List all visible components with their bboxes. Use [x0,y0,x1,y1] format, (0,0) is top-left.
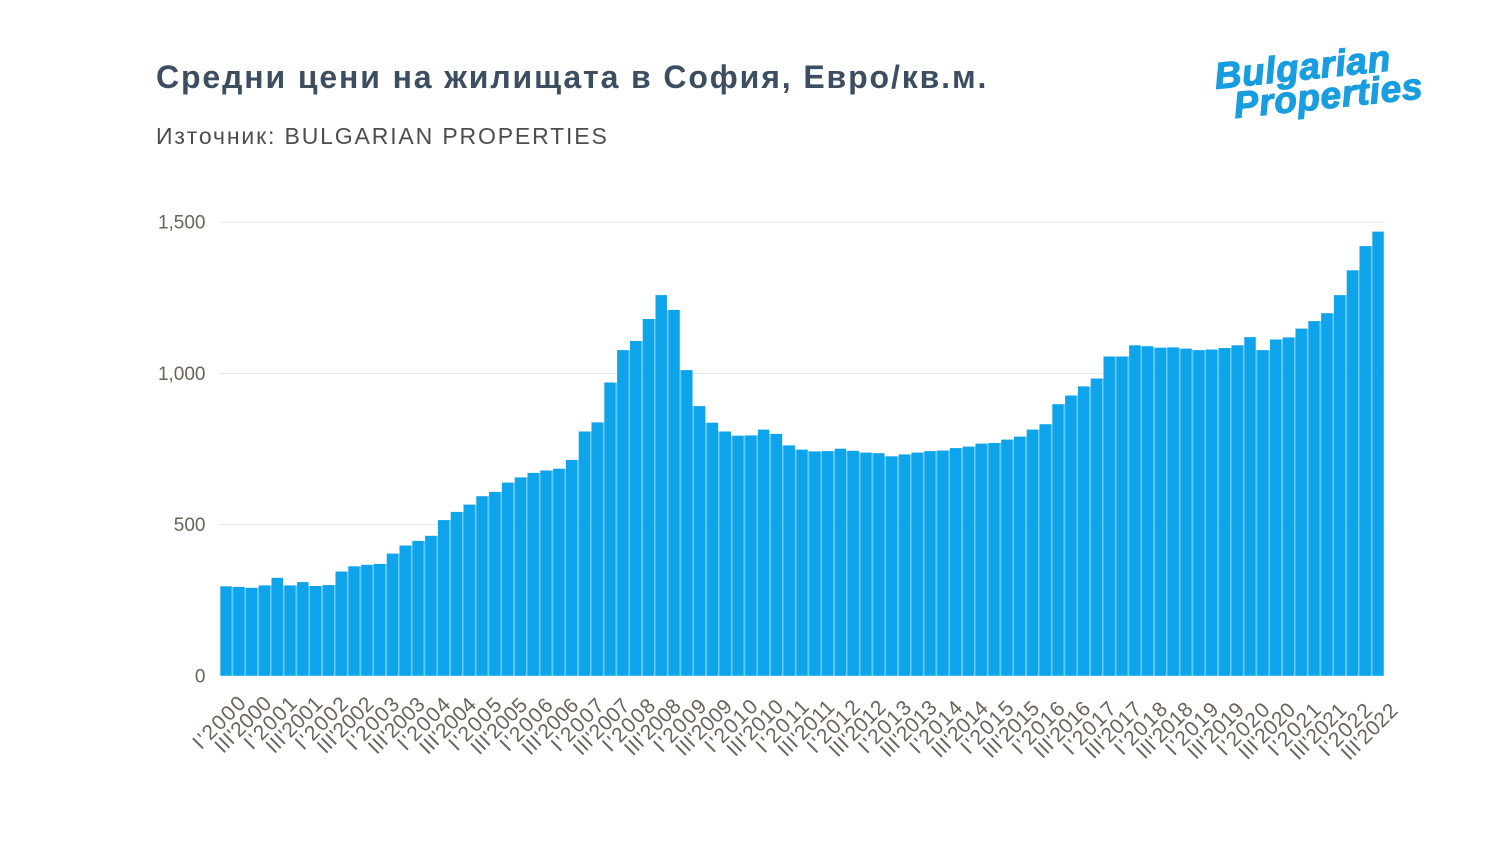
svg-text:0: 0 [195,666,206,687]
svg-text:500: 500 [174,515,206,536]
svg-text:1,500: 1,500 [158,213,206,234]
svg-text:1,000: 1,000 [158,364,206,385]
